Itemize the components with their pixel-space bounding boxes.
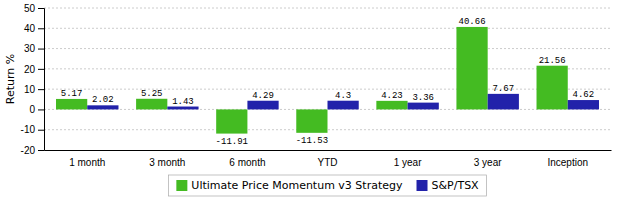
bars: [56, 27, 599, 134]
bar: [296, 109, 327, 132]
y-tick: 20: [24, 64, 44, 75]
chart: -20 -10 0 10 20 30 40 50 1 month 3 month 6 month YT…: [0, 0, 621, 200]
grid-line: [44, 48, 611, 49]
y-tick-mark: [38, 130, 44, 131]
data-label: 4.62: [573, 90, 595, 100]
bar: [537, 66, 568, 110]
y-tick-label: 50: [24, 3, 36, 14]
bar: [136, 99, 167, 110]
y-tick: -10: [21, 124, 44, 135]
grid-line: [44, 150, 611, 151]
y-axis-line: [38, 9, 45, 151]
legend-frame: [168, 175, 486, 196]
x-tick-label: Inception: [547, 157, 588, 168]
data-label: -11.91: [216, 137, 248, 147]
bar: [376, 101, 407, 110]
x-tick-label: 1 year: [394, 157, 422, 168]
data-label: 5.17: [61, 89, 83, 99]
y-tick-label: -10: [21, 124, 36, 135]
y-tick-label: -20: [21, 145, 36, 156]
data-label: 2.02: [92, 95, 114, 105]
y-tick-label: 40: [24, 23, 36, 34]
y-tick-mark: [38, 49, 44, 50]
grid-line: [44, 68, 611, 69]
bar: [167, 107, 198, 110]
y-tick: 0: [29, 104, 44, 115]
bar: [456, 27, 487, 109]
data-label: -11.53: [296, 136, 328, 146]
grid-line: [44, 89, 611, 90]
x-tick-label: 6 month: [229, 157, 265, 168]
legend-label: Ultimate Price Momentum v3 Strategy: [191, 179, 403, 192]
bar: [87, 105, 118, 109]
y-tick: 50: [24, 3, 44, 14]
bar: [328, 101, 359, 110]
legend-swatch: [176, 180, 187, 191]
y-label: Return %: [4, 54, 17, 104]
y-tick: -20: [21, 145, 44, 156]
bar: [247, 101, 278, 110]
x-tick-label: YTD: [318, 157, 338, 168]
y-tick-mark: [38, 150, 44, 151]
x-tick: 3 month: [149, 157, 185, 168]
bar: [56, 99, 87, 109]
x-axis: 1 month 3 month 6 month YTD 1 year 3 year Ince…: [45, 151, 612, 169]
data-label: 4.29: [252, 91, 274, 101]
bar: [408, 103, 439, 110]
x-tick-label: 1 month: [69, 157, 105, 168]
y-tick-mark: [38, 8, 44, 9]
data-label: 4.3: [335, 91, 351, 101]
y-tick-label: 20: [24, 64, 36, 75]
x-tick: 1 month: [69, 157, 105, 168]
grid-line: [44, 28, 611, 29]
legend: Ultimate Price Momentum v3 Strategy S&P/T…: [168, 175, 486, 196]
y-tick-mark: [38, 28, 44, 29]
y-axis: -20 -10 0 10 20 30 40 50: [21, 3, 45, 156]
data-label: 40.66: [459, 17, 486, 27]
data-label: 5.25: [141, 89, 163, 99]
y-tick-mark: [38, 89, 44, 90]
legend-label: S&P/TSX: [432, 179, 480, 192]
x-tick: Inception: [547, 157, 588, 168]
bar: [216, 109, 247, 133]
y-tick: 40: [24, 23, 44, 34]
data-label: 21.56: [539, 56, 566, 66]
x-axis-line: [45, 150, 612, 151]
x-tick: 1 year: [394, 157, 422, 168]
legend-swatch: [417, 180, 428, 191]
y-tick: 30: [24, 43, 44, 54]
bar: [568, 100, 599, 109]
x-tick: 6 month: [229, 157, 265, 168]
y-tick-mark: [38, 109, 44, 110]
y-tick-label: 0: [29, 104, 35, 115]
data-label: 4.23: [381, 91, 403, 101]
data-label: 1.43: [172, 97, 194, 107]
x-tick: 3 year: [474, 157, 502, 168]
x-tick: YTD: [318, 157, 338, 168]
data-labels: 5.17 5.25 -11.91 -11.53 4.23 40.66 21.56 2.02 1.…: [61, 17, 594, 147]
x-tick-label: 3 year: [474, 157, 502, 168]
data-label: 3.36: [412, 93, 434, 103]
data-label: 7.67: [492, 84, 514, 94]
grid: [44, 8, 611, 150]
y-tick: 10: [24, 84, 44, 95]
y-tick-label: 30: [24, 43, 36, 54]
y-tick-label: 10: [24, 84, 36, 95]
grid-line: [44, 8, 611, 9]
y-tick-mark: [38, 69, 44, 70]
bar: [488, 94, 519, 110]
plot: -20 -10 0 10 20 30 40 50 1 month 3 month 6 month YT…: [21, 3, 612, 168]
x-tick-label: 3 month: [149, 157, 185, 168]
